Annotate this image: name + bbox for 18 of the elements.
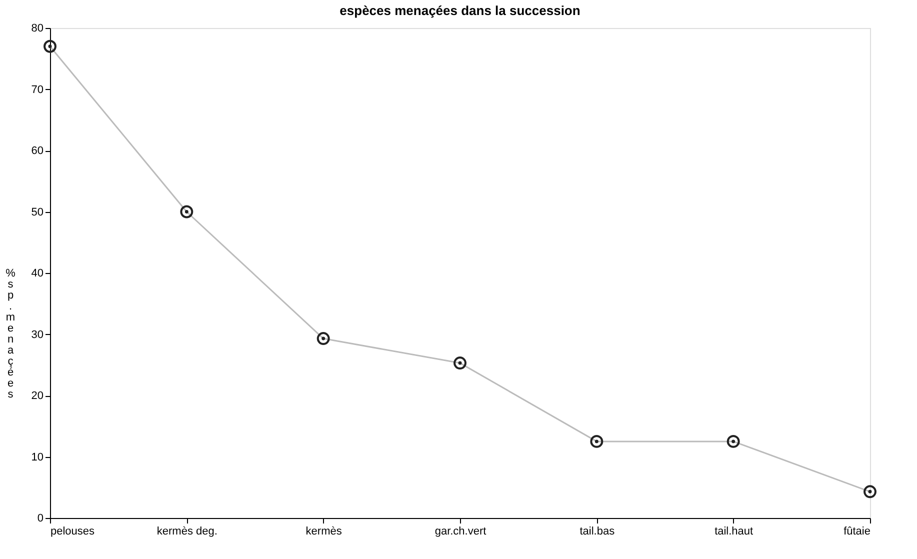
y-tick-label: 10	[31, 451, 44, 464]
chart-title: espèces menaçées dans la succession	[340, 3, 580, 18]
y-tick-label: 40	[31, 268, 44, 280]
y-tick-label: 80	[31, 22, 44, 34]
y-tick-label: 30	[31, 328, 44, 341]
y-tick-label: 50	[31, 206, 44, 218]
text: %sp.menaçées	[6, 268, 16, 400]
y-tick-label: 20	[31, 390, 44, 402]
x-tick-label: tail.haut	[714, 526, 754, 538]
y-tick-label: 0	[37, 512, 44, 524]
x-tick-label: gar.ch.vert	[434, 526, 486, 538]
x-tick-label: kermès deg.	[156, 526, 218, 538]
x-tick-label: fûtaie	[844, 526, 870, 538]
x-tick-label: kermès	[306, 526, 342, 538]
y-tick-label: 70	[31, 84, 44, 96]
x-tick-label: pelouses	[50, 526, 96, 538]
y-tick-label: 60	[31, 145, 44, 157]
x-tick-label: tail.bas	[580, 526, 616, 538]
